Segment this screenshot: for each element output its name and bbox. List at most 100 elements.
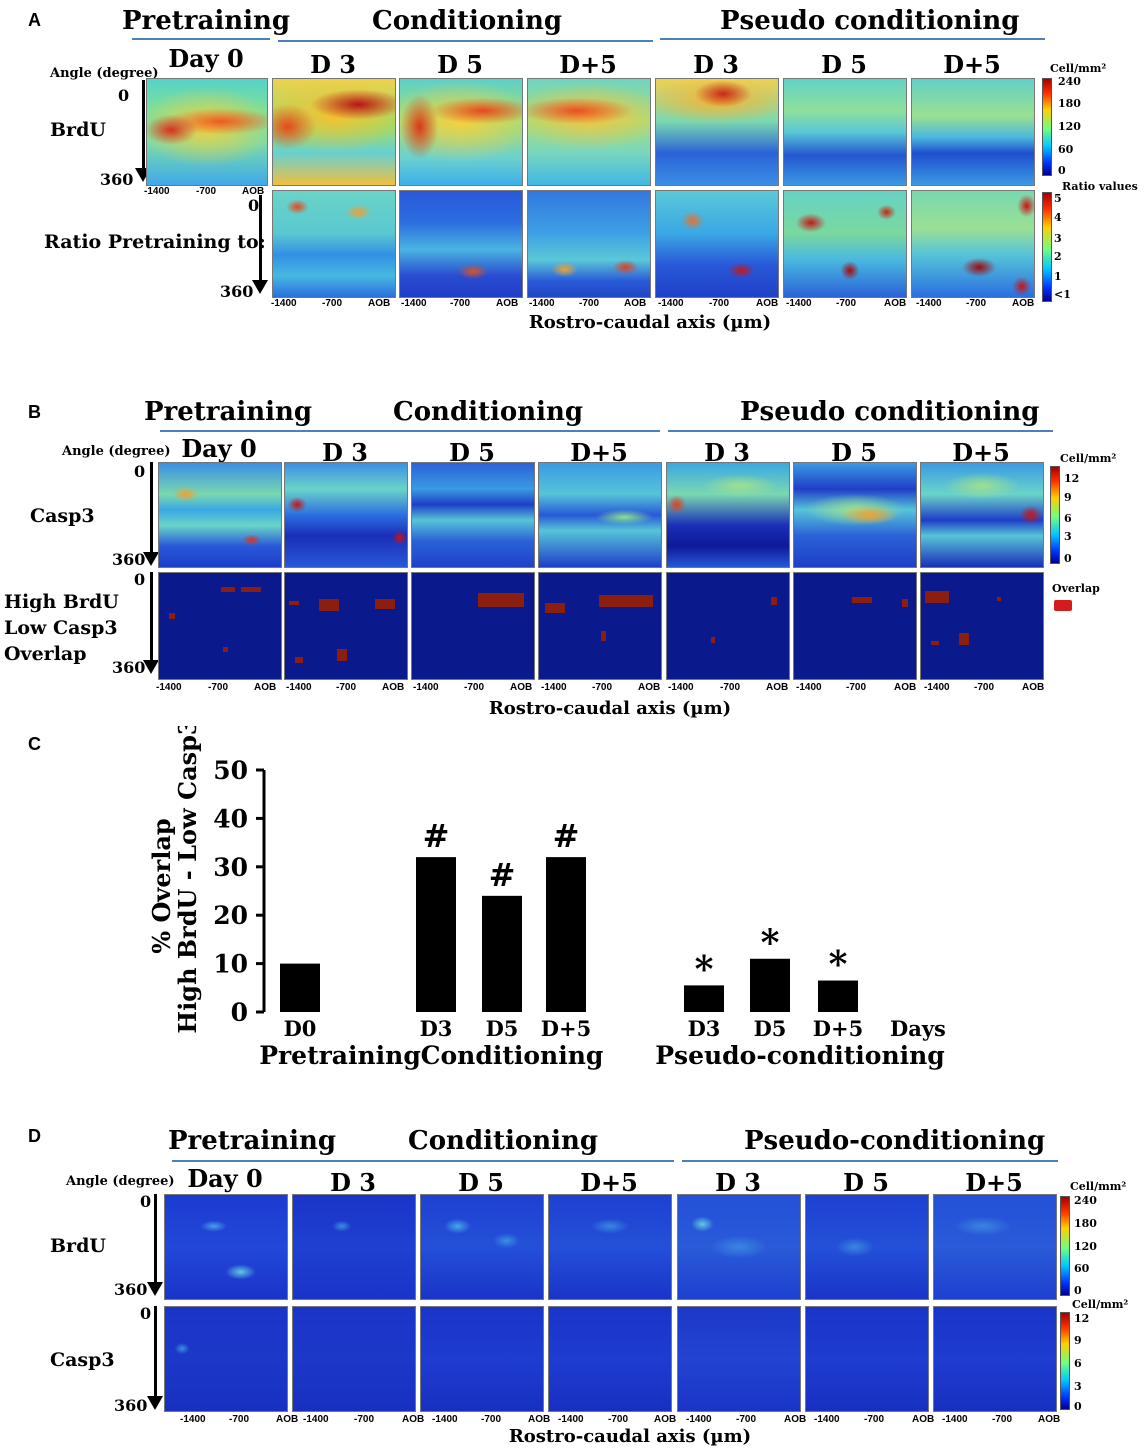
panel-b-casp3-heatmap-4 — [538, 462, 662, 568]
panel-d-group-pseudo: Pseudo-conditioning — [744, 1126, 1046, 1156]
panel-d-xtick-0a: -1400 — [180, 1414, 206, 1425]
panel-b-xtick-4a: -1400 — [668, 682, 694, 693]
chart-category-4: D3 — [688, 1016, 721, 1041]
chart-marker-1: # — [423, 817, 450, 855]
panel-a-colorbar-1 — [1042, 78, 1052, 176]
panel-b-xaxis-title: Rostro-caudal axis (µm) — [488, 698, 732, 719]
panel-d-pretraining-line — [172, 1160, 312, 1162]
panel-d-group-pretraining: Pretraining — [168, 1126, 337, 1156]
chart-marker-3: # — [553, 817, 580, 855]
panel-a-ratio-heatmap-7 — [911, 190, 1035, 298]
panel-a-xaxis-title: Rostro-caudal axis (µm) — [528, 312, 772, 333]
panel-a-brdu-heatmap-7 — [911, 78, 1035, 186]
panel-d-brdu-heatmap-2 — [292, 1194, 416, 1300]
chart-ytick-label: 0 — [231, 998, 248, 1027]
panel-d-angle-0: 0 — [140, 1192, 152, 1211]
panel-b-letter: B — [28, 402, 41, 422]
panel-b-group-pseudo: Pseudo conditioning — [740, 397, 1040, 427]
panel-d-xtick-3b: -700 — [608, 1414, 629, 1425]
panel-d-angle-360b: 360 — [114, 1396, 148, 1415]
chart-category-5: D5 — [754, 1016, 787, 1041]
panel-d-angle-0b: 0 — [140, 1304, 152, 1323]
panel-b-xtick-1c: AOB — [382, 682, 405, 693]
chart-category-6: D+5 — [813, 1016, 863, 1041]
panel-b-xtick-0b: -700 — [208, 682, 229, 693]
panel-d-xtick-3a: -1400 — [558, 1414, 584, 1425]
panel-b-pseudo-line — [668, 430, 1053, 432]
panel-a-xtick-3b: -700 — [579, 298, 600, 309]
panel-b-xtick-1a: -1400 — [286, 682, 312, 693]
panel-d-cbar1-tick-3: 60 — [1074, 1262, 1090, 1275]
panel-b-xtick-3b: -700 — [592, 682, 613, 693]
panel-d-brdu-heatmap-5 — [677, 1194, 801, 1300]
panel-d-cbar2-tick-4: 0 — [1074, 1400, 1082, 1413]
panel-a-xtick-1c: AOB — [368, 298, 391, 309]
panel-b-xtick-5b: -700 — [846, 682, 867, 693]
panel-a-group-pretraining: Pretraining — [122, 6, 291, 36]
chart-ylabel-line1: % Overlap — [147, 818, 176, 953]
panel-d-cbar1-tick-2: 120 — [1074, 1240, 1097, 1253]
panel-d-brdu-heatmap-3 — [420, 1194, 544, 1300]
panel-b-angle-360: 360 — [112, 550, 146, 569]
panel-a-xtick-6a: -1400 — [916, 298, 942, 309]
panel-b-xtick-6b: -700 — [974, 682, 995, 693]
panel-d-row-casp3: Casp3 — [50, 1349, 115, 1371]
panel-d-xtick-1c: AOB — [402, 1414, 425, 1425]
panel-d-angle-label: Angle (degree) — [66, 1174, 175, 1189]
panel-a-cbar1-tick-1: 180 — [1058, 97, 1081, 110]
panel-d-cbar1-title: Cell/mm² — [1070, 1180, 1127, 1193]
panel-d-cbar2-tick-2: 6 — [1074, 1357, 1082, 1370]
panel-b-xtick-1b: -700 — [336, 682, 357, 693]
panel-a-cbar1-tick-0: 240 — [1058, 75, 1081, 88]
panel-d-colorbar-2 — [1060, 1312, 1070, 1410]
panel-d-letter: D — [28, 1126, 41, 1146]
panel-b-overlap-map-4 — [538, 572, 662, 680]
panel-b-xtick-5a: -1400 — [796, 682, 822, 693]
panel-a-row-brdu: BrdU — [50, 119, 106, 141]
panel-b-cbar1-title: Cell/mm² — [1060, 452, 1117, 465]
panel-a-angle-0b: 0 — [248, 196, 260, 215]
panel-a-brdu-heatmap-2 — [272, 78, 396, 186]
panel-a-day-6: D+5 — [943, 50, 1001, 79]
panel-a-cbar2-title: Ratio values — [1062, 180, 1138, 193]
chart-group-pretraining: Pretraining — [259, 1041, 421, 1070]
panel-b-xtick-4c: AOB — [766, 682, 789, 693]
panel-a-cbar2-tick-3: 2 — [1054, 250, 1062, 263]
chart-bar-5 — [750, 958, 790, 1012]
panel-d-cbar2-tick-0: 12 — [1074, 1312, 1090, 1325]
panel-d-xtick-6a: -1400 — [942, 1414, 968, 1425]
chart-category-0: D0 — [284, 1016, 317, 1041]
chart-category-1: D3 — [420, 1016, 453, 1041]
panel-a-pseudo-line — [660, 38, 1045, 40]
panel-b-row2-arrowhead — [143, 660, 159, 674]
panel-a-row2-arrow — [259, 195, 262, 283]
panel-b-row-overlap: Overlap — [4, 643, 87, 665]
panel-d-casp3-heatmap-3 — [420, 1306, 544, 1412]
panel-b-angle-0b: 0 — [134, 570, 146, 589]
panel-d-xtick-6b: -700 — [992, 1414, 1013, 1425]
panel-d-brdu-heatmap-7 — [933, 1194, 1057, 1300]
panel-a-ratio-heatmap-5 — [655, 190, 779, 298]
panel-d-pseudo-line — [682, 1160, 1058, 1162]
panel-b-overlap-map-5 — [666, 572, 790, 680]
panel-a-day-2: D 5 — [437, 50, 483, 79]
panel-a-xtick-2a: -1400 — [401, 298, 427, 309]
panel-b-group-conditioning: Conditioning — [393, 397, 584, 427]
panel-c-chart: % Overlap High BrdU - Low Casp3 0 10 20 30 4… — [147, 726, 946, 1070]
panel-a-xtick-2c: AOB — [496, 298, 519, 309]
panel-b-angle-0: 0 — [134, 462, 146, 481]
panel-a-ratio-heatmap-4 — [527, 190, 651, 298]
panel-d-xtick-5b: -700 — [864, 1414, 885, 1425]
panel-a-angle-360: 360 — [100, 170, 134, 189]
panel-a-angle-360b: 360 — [220, 282, 254, 301]
panel-b-cbar1-tick-3: 3 — [1064, 530, 1072, 543]
panel-b-legend-overlap: Overlap — [1052, 582, 1100, 595]
panel-b-casp3-heatmap-5 — [666, 462, 790, 568]
panel-a-xtick-3a: -1400 — [529, 298, 555, 309]
panel-d-xtick-4b: -700 — [736, 1414, 757, 1425]
panel-d-xtick-2c: AOB — [528, 1414, 551, 1425]
panel-d-colorbar-1 — [1060, 1196, 1070, 1296]
panel-a-xtick-4b: -700 — [709, 298, 730, 309]
panel-b-casp3-heatmap-1 — [158, 462, 282, 568]
panel-b-cbar1-tick-2: 6 — [1064, 512, 1072, 525]
